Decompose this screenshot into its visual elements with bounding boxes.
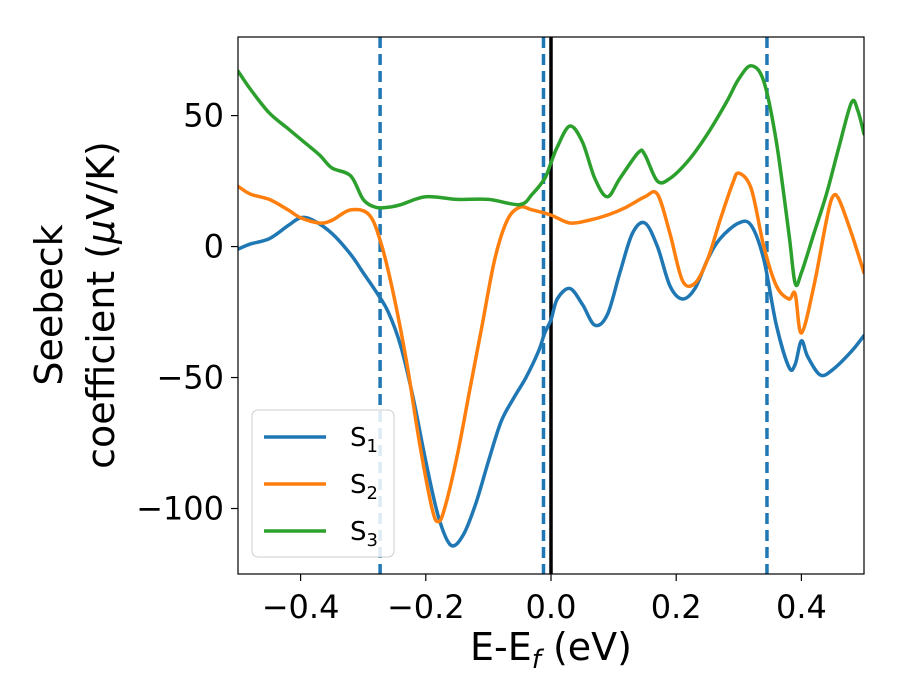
legend-label-s3: S3 bbox=[350, 517, 378, 551]
x-axis-title: E-Ef (eV) bbox=[470, 625, 632, 675]
legend-label-s2: S2 bbox=[350, 470, 378, 504]
x-tick-label: 0.0 bbox=[526, 588, 577, 626]
y-axis-title-line2-post: V/K) bbox=[79, 141, 123, 220]
x-tick-label: 0.2 bbox=[651, 588, 702, 626]
y-axis-ticks: 50 0 −50 −100 bbox=[136, 97, 238, 528]
series-line-s3 bbox=[238, 64, 864, 288]
x-axis-ticks: −0.4 −0.2 0.0 0.2 0.4 bbox=[262, 574, 827, 626]
y-tick-label: −50 bbox=[156, 359, 224, 397]
y-axis-title-line1: Seebeck bbox=[27, 224, 71, 385]
y-tick-label: 50 bbox=[183, 97, 224, 135]
y-axis-title-mu: μ bbox=[79, 220, 123, 245]
series-lines bbox=[238, 64, 864, 548]
y-tick-label: 0 bbox=[204, 228, 224, 266]
legend-label-s1: S1 bbox=[350, 423, 378, 457]
x-axis-title-main: E-E bbox=[470, 625, 532, 669]
x-tick-label: −0.4 bbox=[262, 588, 340, 626]
y-axis-title: Seebeck coefficient (μV/K) bbox=[27, 141, 123, 469]
y-tick-label: −100 bbox=[136, 490, 224, 528]
x-tick-label: 0.4 bbox=[776, 588, 827, 626]
y-axis-title-line2-pre: coefficient ( bbox=[79, 244, 123, 469]
y-axis-title-line2: coefficient (μV/K) bbox=[79, 141, 123, 469]
legend: S1 S2 S3 bbox=[251, 409, 395, 558]
series-line-s2 bbox=[238, 171, 864, 524]
x-tick-label: −0.2 bbox=[387, 588, 465, 626]
x-axis-title-unit: (eV) bbox=[541, 625, 632, 669]
series-line-s1 bbox=[238, 215, 864, 548]
